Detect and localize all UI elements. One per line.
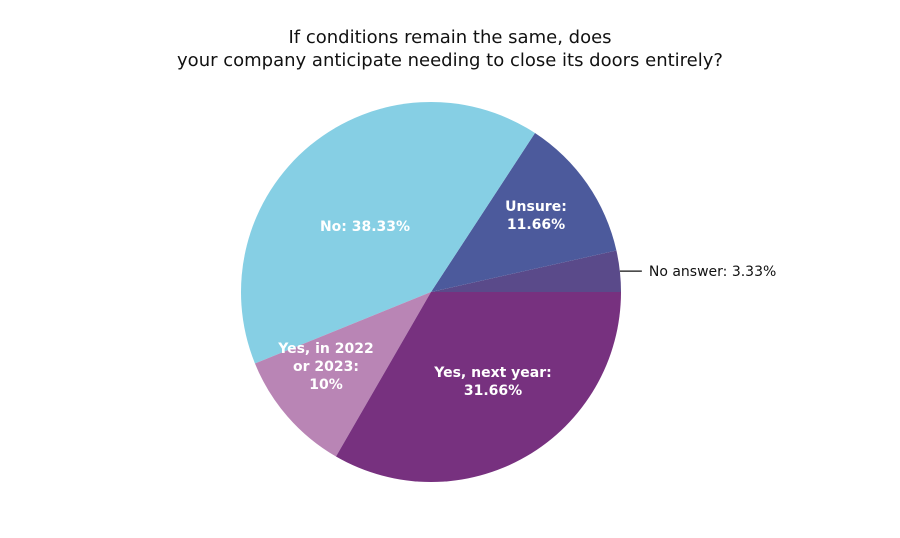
slice-label-yes-in-2022-or-2023: Yes, in 2022 or 2023: 10% — [277, 341, 373, 393]
chart-title-line-2: your company anticipate needing to close… — [177, 50, 723, 71]
pie-slice-no-answer — [431, 250, 621, 292]
chart-title-line-1: If conditions remain the same, does — [288, 27, 612, 48]
pie-slice-unsure — [431, 132, 617, 292]
slice-label-no-answer: No answer: 3.33% — [649, 264, 776, 280]
slice-label-unsure: Unsure: 11.66% — [505, 199, 567, 233]
slice-label-no: No: 38.33% — [320, 219, 410, 235]
pie-slice-yes-next-year — [336, 292, 621, 482]
pie-slice-no — [241, 102, 535, 364]
pie-slice-yes-in-2022-or-2023 — [254, 292, 431, 457]
slice-label-yes-next-year: Yes, next year: 31.66% — [433, 365, 552, 399]
